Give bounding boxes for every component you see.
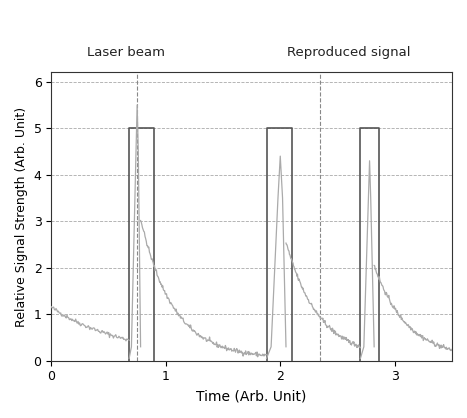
Text: Laser beam: Laser beam xyxy=(87,46,165,59)
Text: Reproduced signal: Reproduced signal xyxy=(287,46,410,59)
X-axis label: Time (Arb. Unit): Time (Arb. Unit) xyxy=(197,389,307,403)
Y-axis label: Relative Signal Strength (Arb. Unit): Relative Signal Strength (Arb. Unit) xyxy=(15,107,28,326)
